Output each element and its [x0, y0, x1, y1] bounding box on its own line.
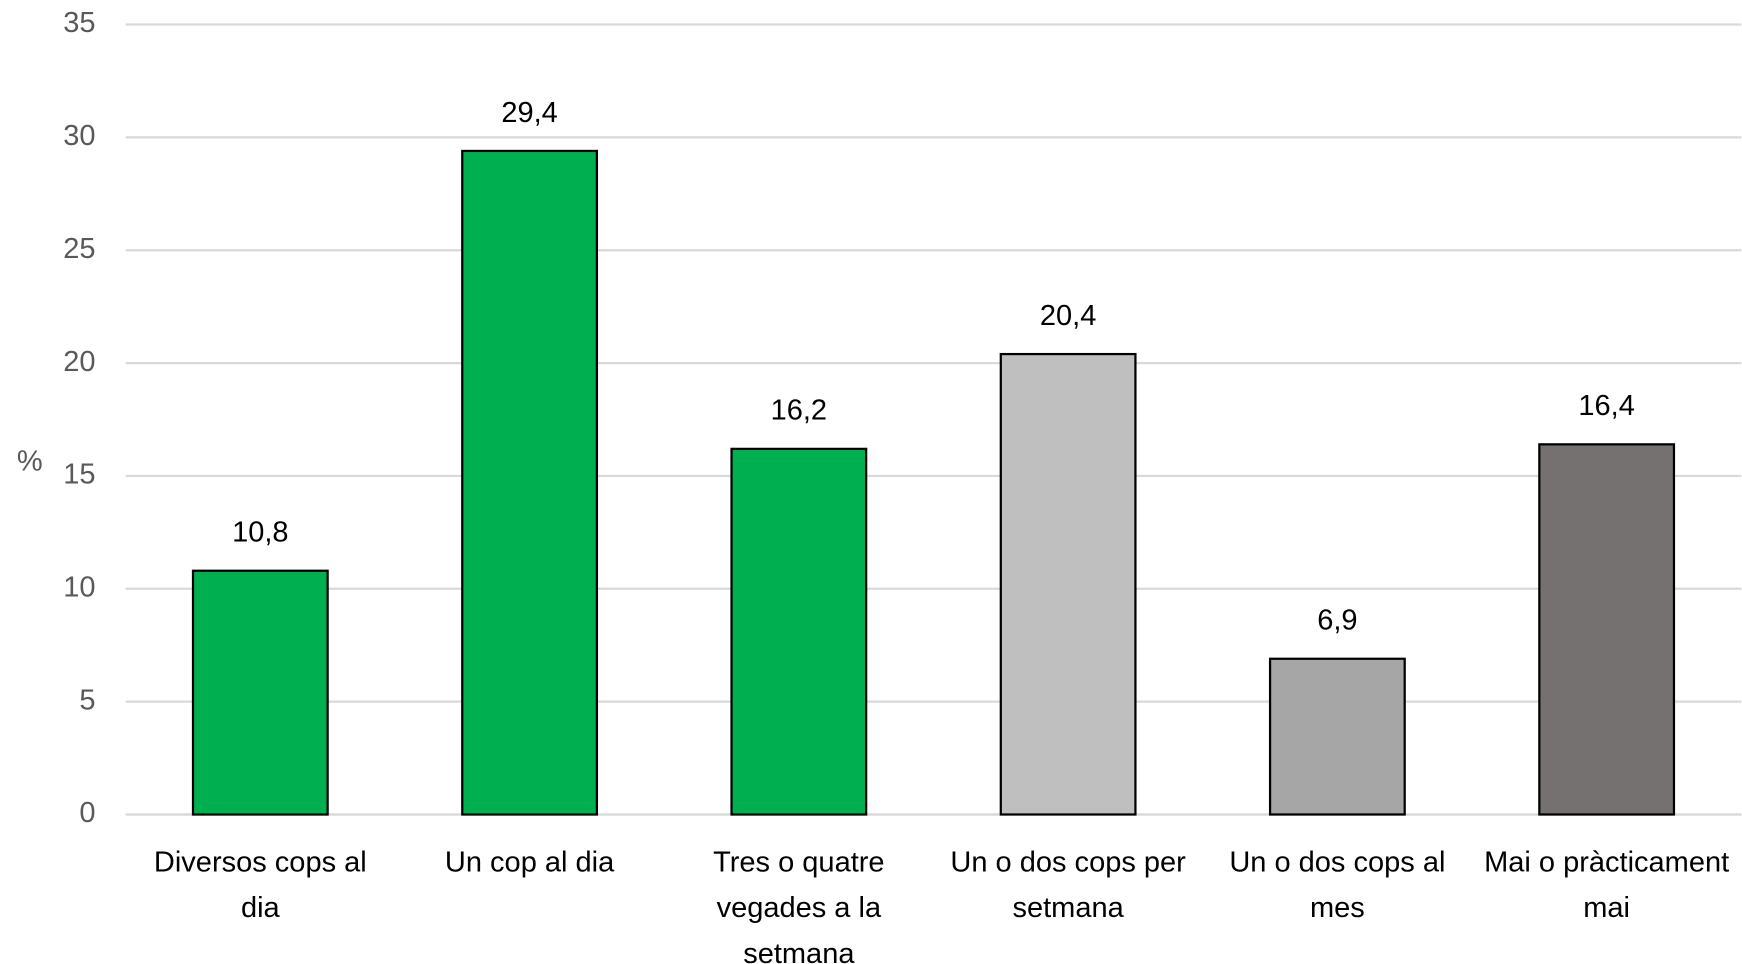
bar	[461, 149, 599, 816]
data-label: 16,2	[771, 395, 827, 427]
x-tick-label: Tres o quatre vegades a la setmana	[713, 844, 885, 964]
x-tick-label: Mai o pràcticament mai	[1484, 844, 1730, 924]
x-tick-label-box: Un o dos cops per setmana	[950, 844, 1186, 924]
bar	[1268, 657, 1406, 816]
x-tick-label-box: Un cop al dia	[444, 844, 615, 879]
bar	[999, 352, 1137, 816]
bar	[1538, 443, 1676, 816]
data-label: 16,4	[1578, 390, 1634, 422]
x-tick-label: Un o dos cops al mes	[1229, 844, 1446, 924]
data-label: 29,4	[501, 97, 557, 129]
data-label: 6,9	[1317, 605, 1357, 637]
y-tick-label: 30	[63, 120, 95, 152]
y-tick-label: 35	[63, 7, 95, 39]
y-tick-label: 20	[63, 346, 95, 378]
data-label: 10,8	[232, 517, 288, 549]
y-tick-label: 15	[63, 459, 95, 491]
y-tick-label: 5	[79, 684, 95, 716]
x-tick-label: Un cop al dia	[444, 844, 615, 879]
x-tick-label-box: Mai o pràcticament mai	[1484, 844, 1730, 924]
y-tick-label: 0	[79, 797, 95, 829]
x-tick-label-box: Diversos cops al dia	[153, 844, 367, 924]
y-axis-label: %	[17, 446, 43, 478]
y-tick-label: 10	[63, 571, 95, 603]
x-tick-label-box: Tres o quatre vegades a la setmana	[713, 844, 885, 964]
bar	[730, 447, 868, 816]
data-label: 20,4	[1040, 300, 1096, 332]
x-tick-label-box: Un o dos cops al mes	[1229, 844, 1446, 924]
x-tick-label: Un o dos cops per setmana	[950, 844, 1186, 924]
bar	[191, 569, 329, 816]
y-tick-label: 25	[63, 233, 95, 265]
x-tick-label: Diversos cops al dia	[153, 844, 367, 924]
